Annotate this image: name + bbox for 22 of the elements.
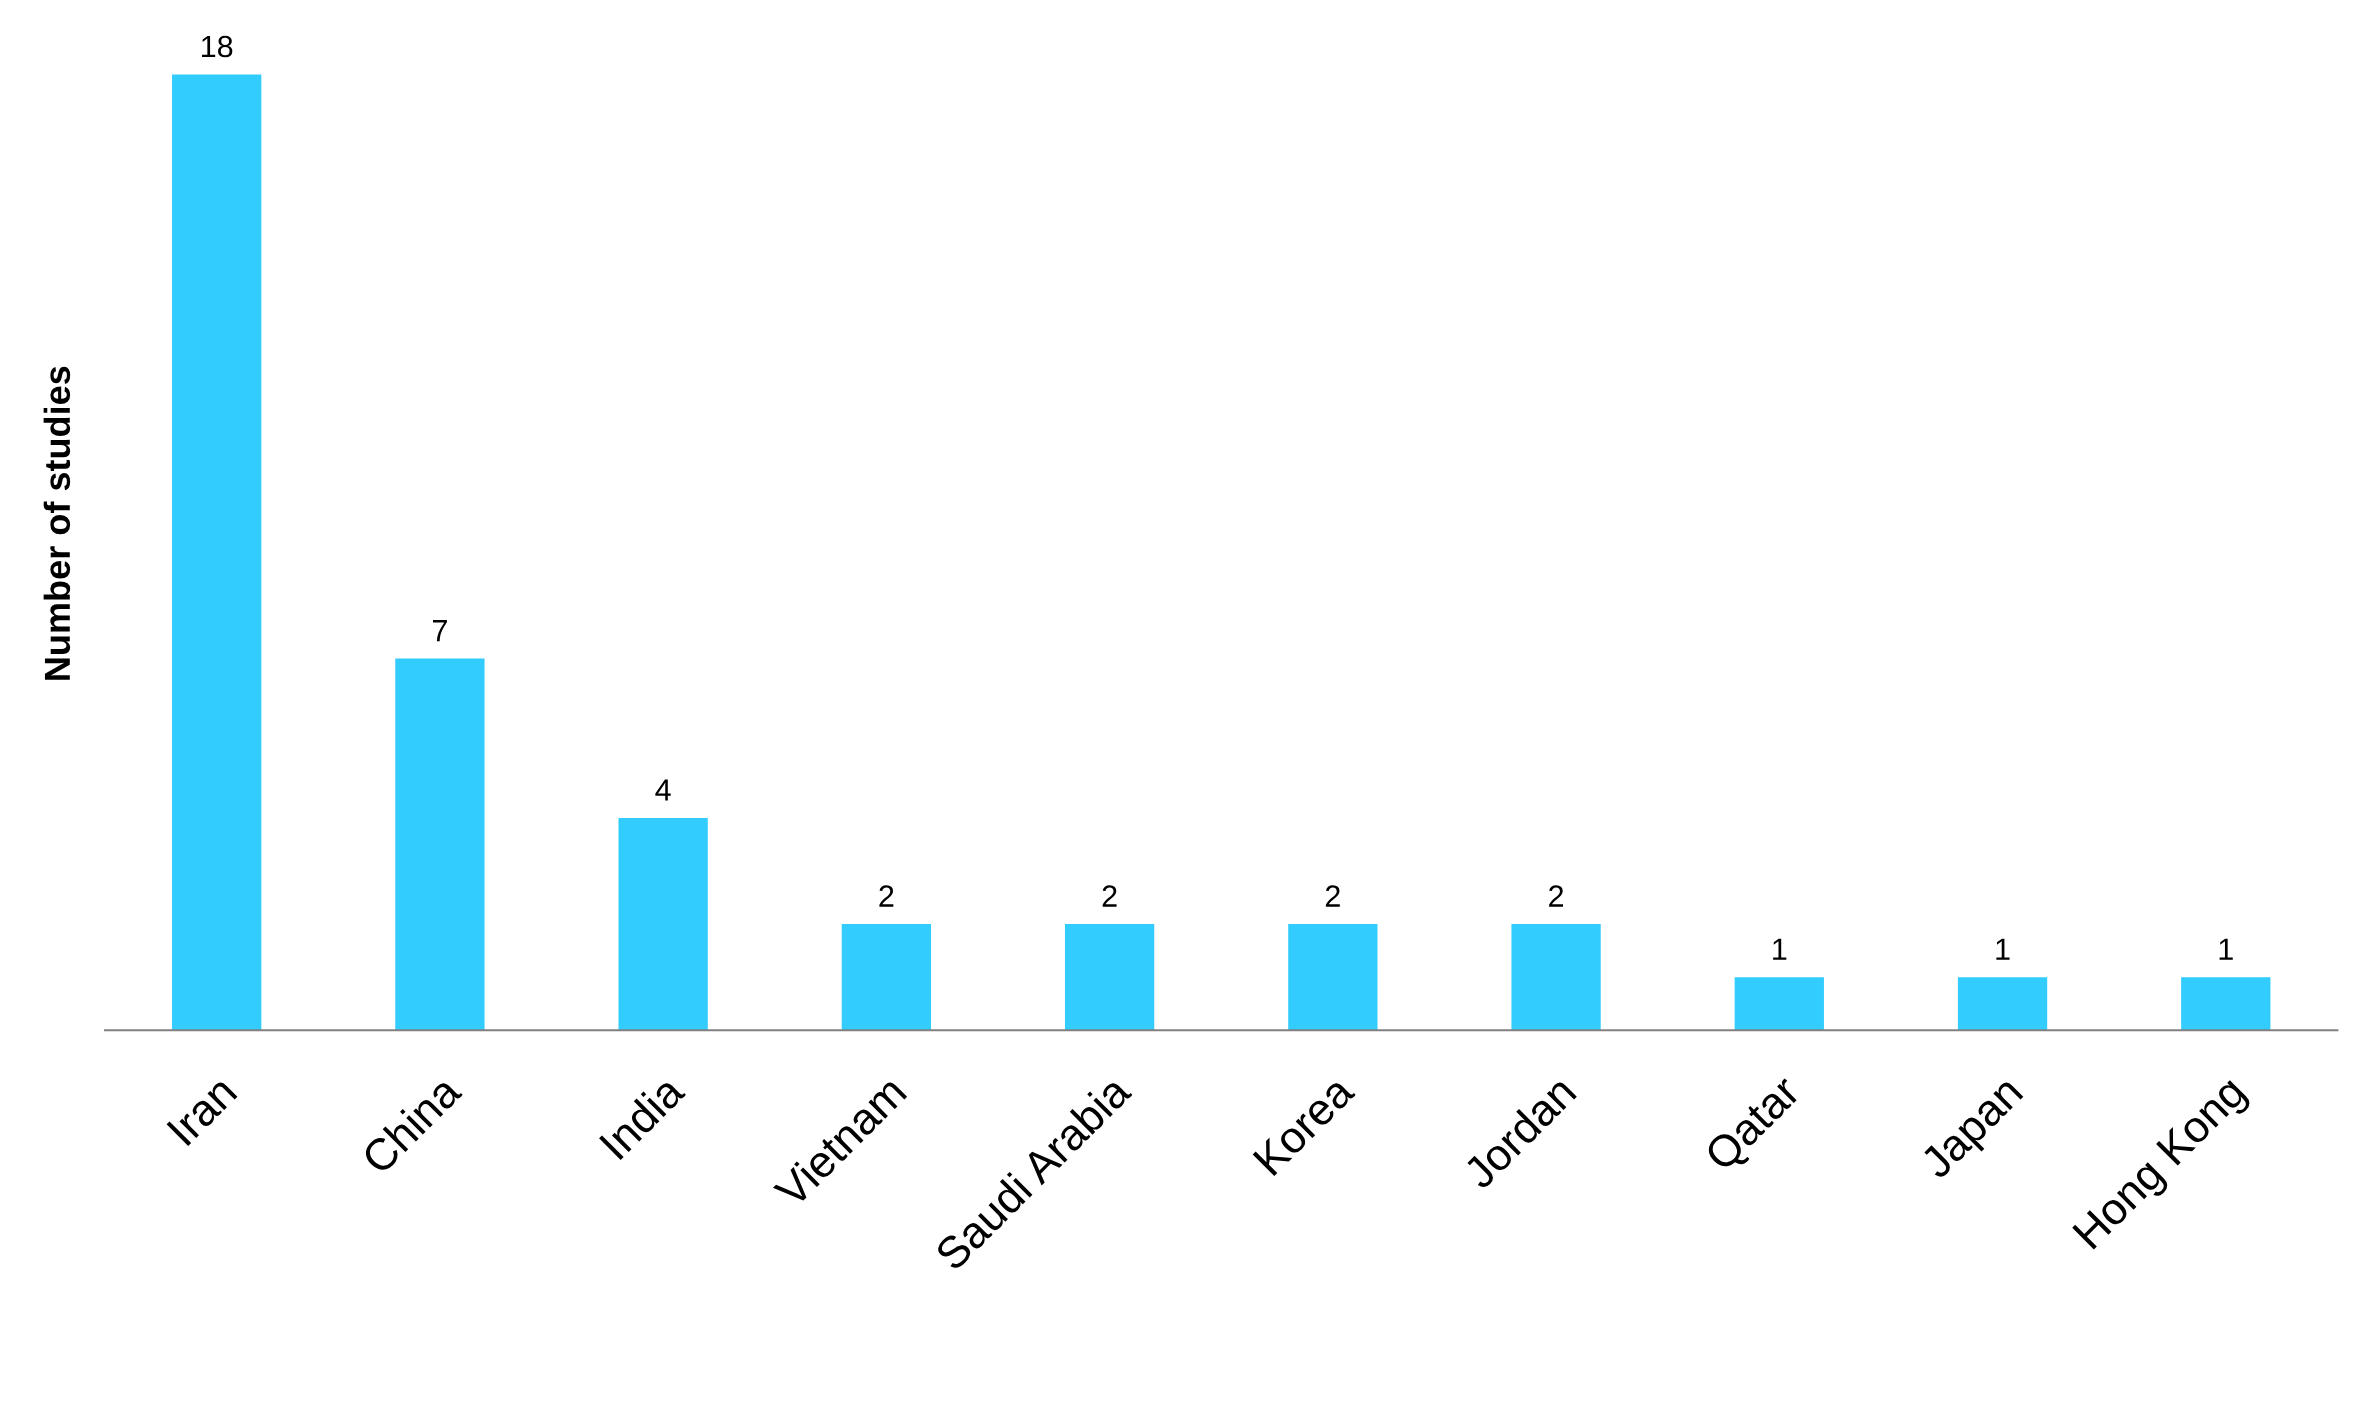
data-label: 4 bbox=[655, 779, 671, 801]
data-label: 2 bbox=[1325, 885, 1340, 907]
bar bbox=[618, 817, 708, 1031]
bar bbox=[1734, 977, 1824, 1031]
data-label: 2 bbox=[1549, 885, 1564, 907]
data-label: 7 bbox=[432, 620, 447, 642]
bar bbox=[1288, 924, 1378, 1031]
data-label: 18 bbox=[202, 35, 233, 58]
bar bbox=[1957, 977, 2048, 1031]
y-axis-title: Number of studies bbox=[43, 366, 71, 680]
data-label: 2 bbox=[879, 885, 894, 907]
data-label: 1 bbox=[2219, 938, 2233, 960]
x-tick-label: Iran bbox=[166, 1075, 238, 1147]
bar bbox=[841, 924, 932, 1031]
data-label: 1 bbox=[1996, 938, 2010, 960]
bar bbox=[1511, 924, 1601, 1031]
data-label: 2 bbox=[1102, 885, 1117, 907]
bar bbox=[172, 74, 262, 1031]
bar bbox=[395, 658, 485, 1031]
bar bbox=[1064, 924, 1155, 1031]
bar bbox=[2181, 977, 2271, 1031]
data-label: 1 bbox=[1773, 938, 1787, 960]
